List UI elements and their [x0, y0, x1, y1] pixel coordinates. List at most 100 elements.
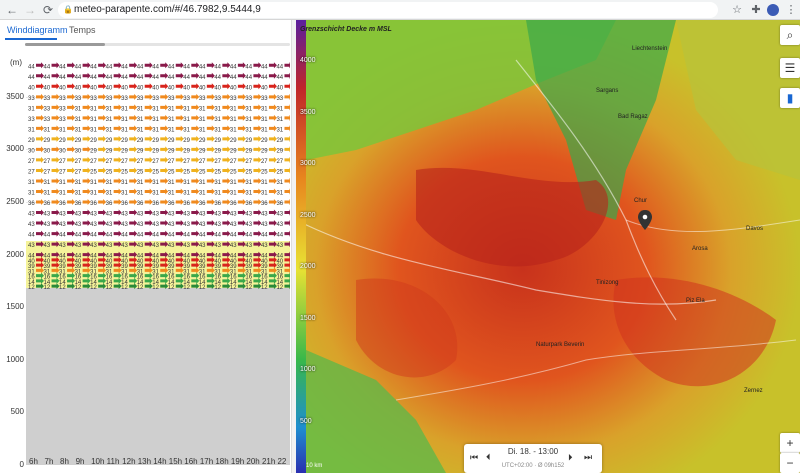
- wind-arrow: [206, 209, 215, 216]
- wind-arrow: [284, 199, 290, 206]
- sliders-icon[interactable]: ☰: [780, 58, 800, 78]
- x-tick-label: 15h: [168, 457, 183, 466]
- star-icon[interactable]: ☆: [732, 4, 742, 16]
- wind-speed-label: 31: [28, 190, 35, 196]
- wind-speed-label: 31: [245, 106, 252, 112]
- wind-arrow: [51, 167, 60, 174]
- wind-arrow: [237, 267, 246, 274]
- wind-arrow: [98, 277, 107, 284]
- wind-speed-label: 33: [59, 117, 66, 123]
- wind-arrow: [253, 277, 262, 284]
- wind-speed-label: 39: [152, 264, 159, 270]
- wind-speed-label: 44: [152, 233, 159, 239]
- wind-arrow: [67, 156, 76, 163]
- wind-chart-plot[interactable]: 44 44 44 44 44 44 44 44 44 44 44 44 44 44 44 44 44 44 44 44…: [26, 60, 290, 465]
- wind-arrow: [67, 251, 76, 258]
- menu-icon[interactable]: ⋮: [785, 4, 797, 16]
- wind-arrow: [268, 177, 277, 184]
- wind-speed-label: 39: [28, 264, 35, 270]
- wind-arrow: [237, 262, 246, 269]
- previous-frame-icon[interactable]: ⏴: [486, 452, 491, 462]
- wind-arrow: [51, 135, 60, 142]
- browser-toolbar: ← → ⟳ 🔒 meteo-parapente.com/#/46.7982,9.…: [0, 0, 800, 20]
- wind-speed-label: 44: [261, 233, 268, 239]
- wind-arrow: [113, 199, 122, 206]
- wind-speed-label: 43: [44, 243, 51, 249]
- wind-speed-label: 31: [121, 127, 128, 133]
- wind-arrow: [36, 72, 44, 79]
- wind-speed-label: 39: [168, 264, 175, 270]
- wind-speed-label: 36: [137, 201, 144, 207]
- wind-speed-label: 44: [152, 64, 159, 70]
- wind-speed-label: 44: [90, 64, 97, 70]
- wind-arrow: [237, 220, 246, 227]
- chart-icon[interactable]: ▮: [780, 88, 800, 108]
- wind-speed-label: 31: [59, 190, 66, 196]
- wind-arrow: [284, 146, 290, 153]
- wind-arrow: [129, 241, 138, 248]
- wind-speed-label: 25: [276, 169, 283, 175]
- wind-speed-label: 31: [183, 180, 190, 186]
- wind-arrow: [51, 146, 60, 153]
- wind-arrow: [113, 220, 122, 227]
- wind-arrow: [144, 72, 153, 79]
- wind-arrow: [222, 135, 231, 142]
- wind-arrow: [67, 277, 76, 284]
- avatar[interactable]: [767, 4, 779, 16]
- back-icon[interactable]: ←: [6, 3, 18, 17]
- wind-speed-label: 31: [214, 180, 221, 186]
- search-icon[interactable]: ⌕: [780, 25, 800, 45]
- wind-speed-label: 29: [168, 148, 175, 154]
- wind-speed-label: 14: [230, 280, 237, 286]
- wind-speed-label: 14: [214, 280, 221, 286]
- place-label: Liechtenstein: [632, 46, 668, 52]
- wind-speed-label: 16: [199, 275, 206, 281]
- forward-icon[interactable]: →: [24, 3, 36, 17]
- wind-arrow: [237, 177, 246, 184]
- wind-arrow: [113, 104, 122, 111]
- reload-icon[interactable]: ⟳: [42, 3, 54, 17]
- wind-speed-label: 33: [28, 117, 35, 123]
- extension-icon[interactable]: ✚: [751, 4, 761, 16]
- wind-arrow: [113, 83, 122, 90]
- terrain-map: [296, 20, 800, 473]
- wind-speed-label: 31: [75, 190, 82, 196]
- next-frame-icon[interactable]: ⏵: [568, 452, 573, 462]
- wind-speed-label: 44: [59, 64, 66, 70]
- wind-speed-label: 31: [137, 190, 144, 196]
- wind-arrow: [284, 135, 290, 142]
- y-tick-label: 3500: [6, 91, 24, 101]
- wind-speed-label: 44: [199, 64, 206, 70]
- zoom-out-button[interactable]: −: [780, 453, 800, 473]
- horizontal-scrollbar[interactable]: [25, 43, 290, 46]
- wind-speed-label: 31: [183, 190, 190, 196]
- wind-speed-label: 31: [276, 269, 283, 275]
- wind-arrow: [113, 167, 122, 174]
- tab-temps[interactable]: Temps: [69, 25, 96, 35]
- panel-splitter[interactable]: [291, 20, 296, 473]
- wind-arrow: [98, 146, 107, 153]
- wind-arrow: [82, 199, 91, 206]
- place-label: Naturpark Beverin: [536, 342, 585, 348]
- wind-arrow: [253, 62, 262, 69]
- last-frame-icon[interactable]: ⏭: [584, 452, 593, 462]
- tab-winddiagramm[interactable]: Winddiagramm: [7, 25, 68, 35]
- wind-speed-label: 31: [152, 127, 159, 133]
- wind-arrow: [253, 72, 262, 79]
- wind-speed-label: 31: [75, 269, 82, 275]
- wind-speed-label: 27: [261, 159, 268, 165]
- url-bar[interactable]: 🔒 meteo-parapente.com/#/46.7982,9.5444,9: [58, 2, 718, 18]
- zoom-in-button[interactable]: +: [780, 433, 800, 453]
- wind-arrow: [222, 188, 231, 195]
- wind-arrow: [36, 62, 44, 69]
- y-tick-label: 2000: [6, 249, 24, 259]
- wind-speed-label: 12: [28, 285, 35, 291]
- wind-speed-label: 33: [168, 96, 175, 102]
- first-frame-icon[interactable]: ⏮: [470, 452, 479, 462]
- map-view[interactable]: 4000 3500 3000 2500 2000 1500 1000 500 Grenzsch…: [296, 20, 800, 473]
- scale-tick-label: 3000: [300, 160, 316, 168]
- scrollbar-thumb[interactable]: [25, 43, 105, 46]
- wind-arrow: [284, 83, 290, 90]
- wind-arrow: [160, 62, 169, 69]
- wind-arrow: [51, 72, 60, 79]
